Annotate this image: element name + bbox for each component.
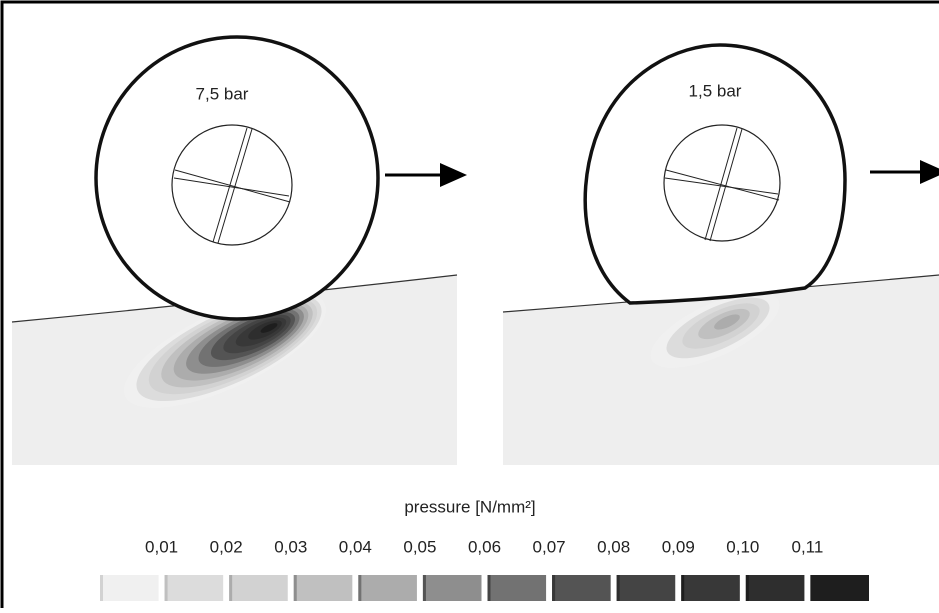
legend-swatch (681, 575, 740, 601)
pressure-field (650, 292, 780, 368)
hub (171, 124, 293, 246)
ground (503, 275, 939, 465)
legend-swatch-edge (229, 575, 233, 601)
arrow-head (440, 163, 467, 187)
panel-right: 1,5 bar (502, 43, 939, 465)
legend-title: pressure [N/mm²] (404, 497, 535, 516)
legend: 0,01 0,02 0,03 0,04 0,05 0,06 0,07 0,08 0,09 0,10… (100, 537, 869, 601)
legend-swatch-edge (745, 575, 749, 601)
legend-swatch (229, 575, 288, 601)
panel-label: 7,5 bar (196, 84, 249, 103)
pressure-contour (714, 314, 740, 330)
legend-swatch-edge (810, 575, 814, 601)
legend-swatch-edge (681, 575, 685, 601)
legend-label: 0,07 (533, 537, 566, 556)
legend-swatch-edge (552, 575, 556, 601)
legend-label: 0,05 (403, 537, 436, 556)
legend-swatch-edge (293, 575, 297, 601)
legend-label: 0,11 (792, 537, 824, 556)
legend-swatch-edge (100, 575, 103, 601)
legend-swatch-edge (358, 575, 362, 601)
legend-swatch (358, 575, 417, 601)
legend-swatch-edge (164, 575, 168, 601)
legend-swatch (422, 575, 482, 601)
legend-label: 0,08 (597, 537, 630, 556)
legend-swatch-edge (616, 575, 620, 601)
legend-label: 0,09 (662, 537, 695, 556)
legend-swatch-edge (422, 575, 426, 601)
arrow-head (920, 160, 939, 184)
legend-label: 0,03 (274, 537, 307, 556)
spokes (173, 127, 291, 244)
panel-left: 7,5 bar (11, 35, 467, 465)
panel-label: 1,5 bar (689, 81, 742, 100)
hub (663, 124, 781, 242)
legend-swatch (745, 575, 805, 601)
legend-swatch (552, 575, 611, 601)
legend-label: 0,10 (726, 537, 759, 556)
legend-swatch (164, 575, 224, 601)
legend-swatch-edge (487, 575, 491, 601)
legend-label: 0,04 (339, 537, 372, 556)
spokes (664, 127, 780, 242)
pressure-contour (260, 323, 278, 333)
legend-label: 0,02 (210, 537, 243, 556)
legend-swatch (100, 575, 159, 601)
legend-swatch (616, 575, 676, 601)
pressure-field (124, 292, 326, 408)
legend-swatch (487, 575, 547, 601)
legend-swatch (810, 575, 869, 601)
legend-swatch (293, 575, 353, 601)
legend-label: 0,01 (145, 537, 178, 556)
legend-label: 0,06 (468, 537, 501, 556)
